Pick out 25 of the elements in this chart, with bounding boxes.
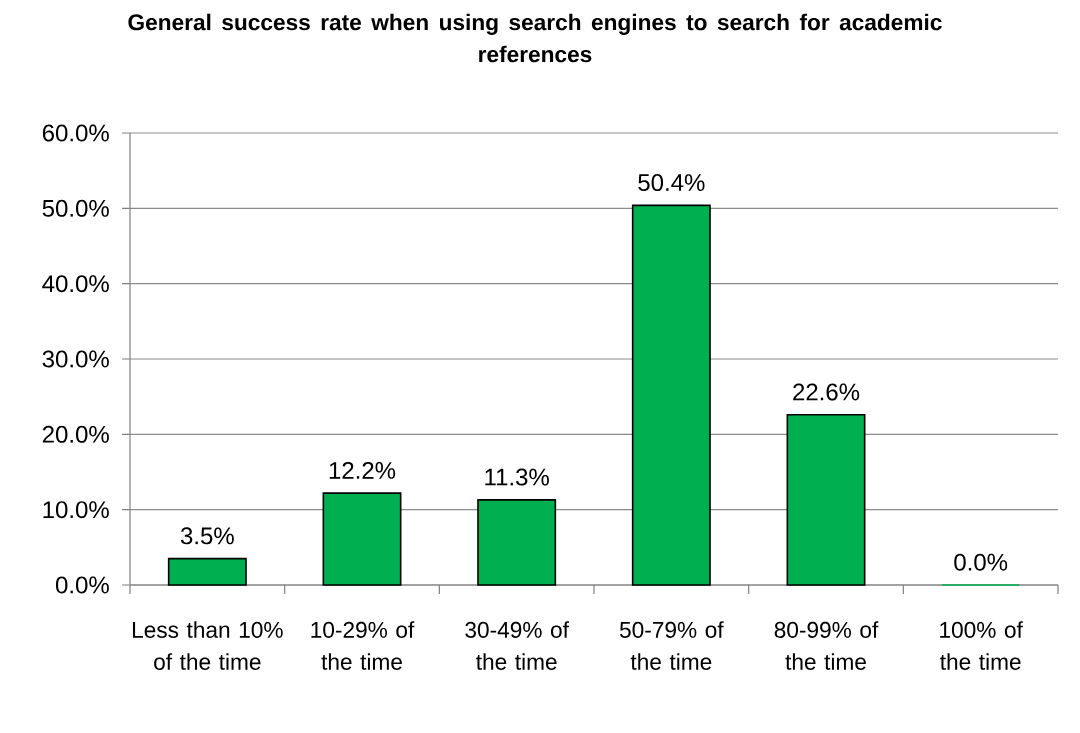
bar xyxy=(786,413,866,586)
y-tick-label: 40.0% xyxy=(42,275,109,293)
y-tick-label: 0.0% xyxy=(55,576,109,594)
x-tick-label: 50-79% of the time xyxy=(619,621,724,670)
data-label: 11.3% xyxy=(485,468,549,486)
bar xyxy=(631,204,711,586)
data-label: 50.4% xyxy=(638,174,705,192)
bar xyxy=(322,492,402,586)
x-tick-label: Less than 10% of the time xyxy=(132,621,283,670)
data-label: 3.5% xyxy=(180,527,234,545)
y-tick-label: 20.0% xyxy=(42,425,109,443)
y-tick-label: 30.0% xyxy=(42,350,109,368)
data-label: 12.2% xyxy=(329,461,396,479)
bar xyxy=(167,557,247,586)
y-tick-label: 10.0% xyxy=(43,501,109,519)
data-label: 0.0% xyxy=(954,553,1008,571)
x-tick-label: 10-29% of the time xyxy=(311,621,415,670)
data-label: 22.6% xyxy=(793,383,860,401)
x-tick-label: 30-49% of the time xyxy=(465,621,569,670)
x-tick-label: 100% of the time xyxy=(940,621,1023,670)
y-tick-label: 50.0% xyxy=(42,199,109,217)
x-tick-label: 80-99% of the time xyxy=(774,621,879,670)
chart-title: General success rate when using search engines to search for academic references xyxy=(128,13,942,63)
bar xyxy=(477,499,557,586)
y-tick-label: 60.0% xyxy=(42,124,109,142)
